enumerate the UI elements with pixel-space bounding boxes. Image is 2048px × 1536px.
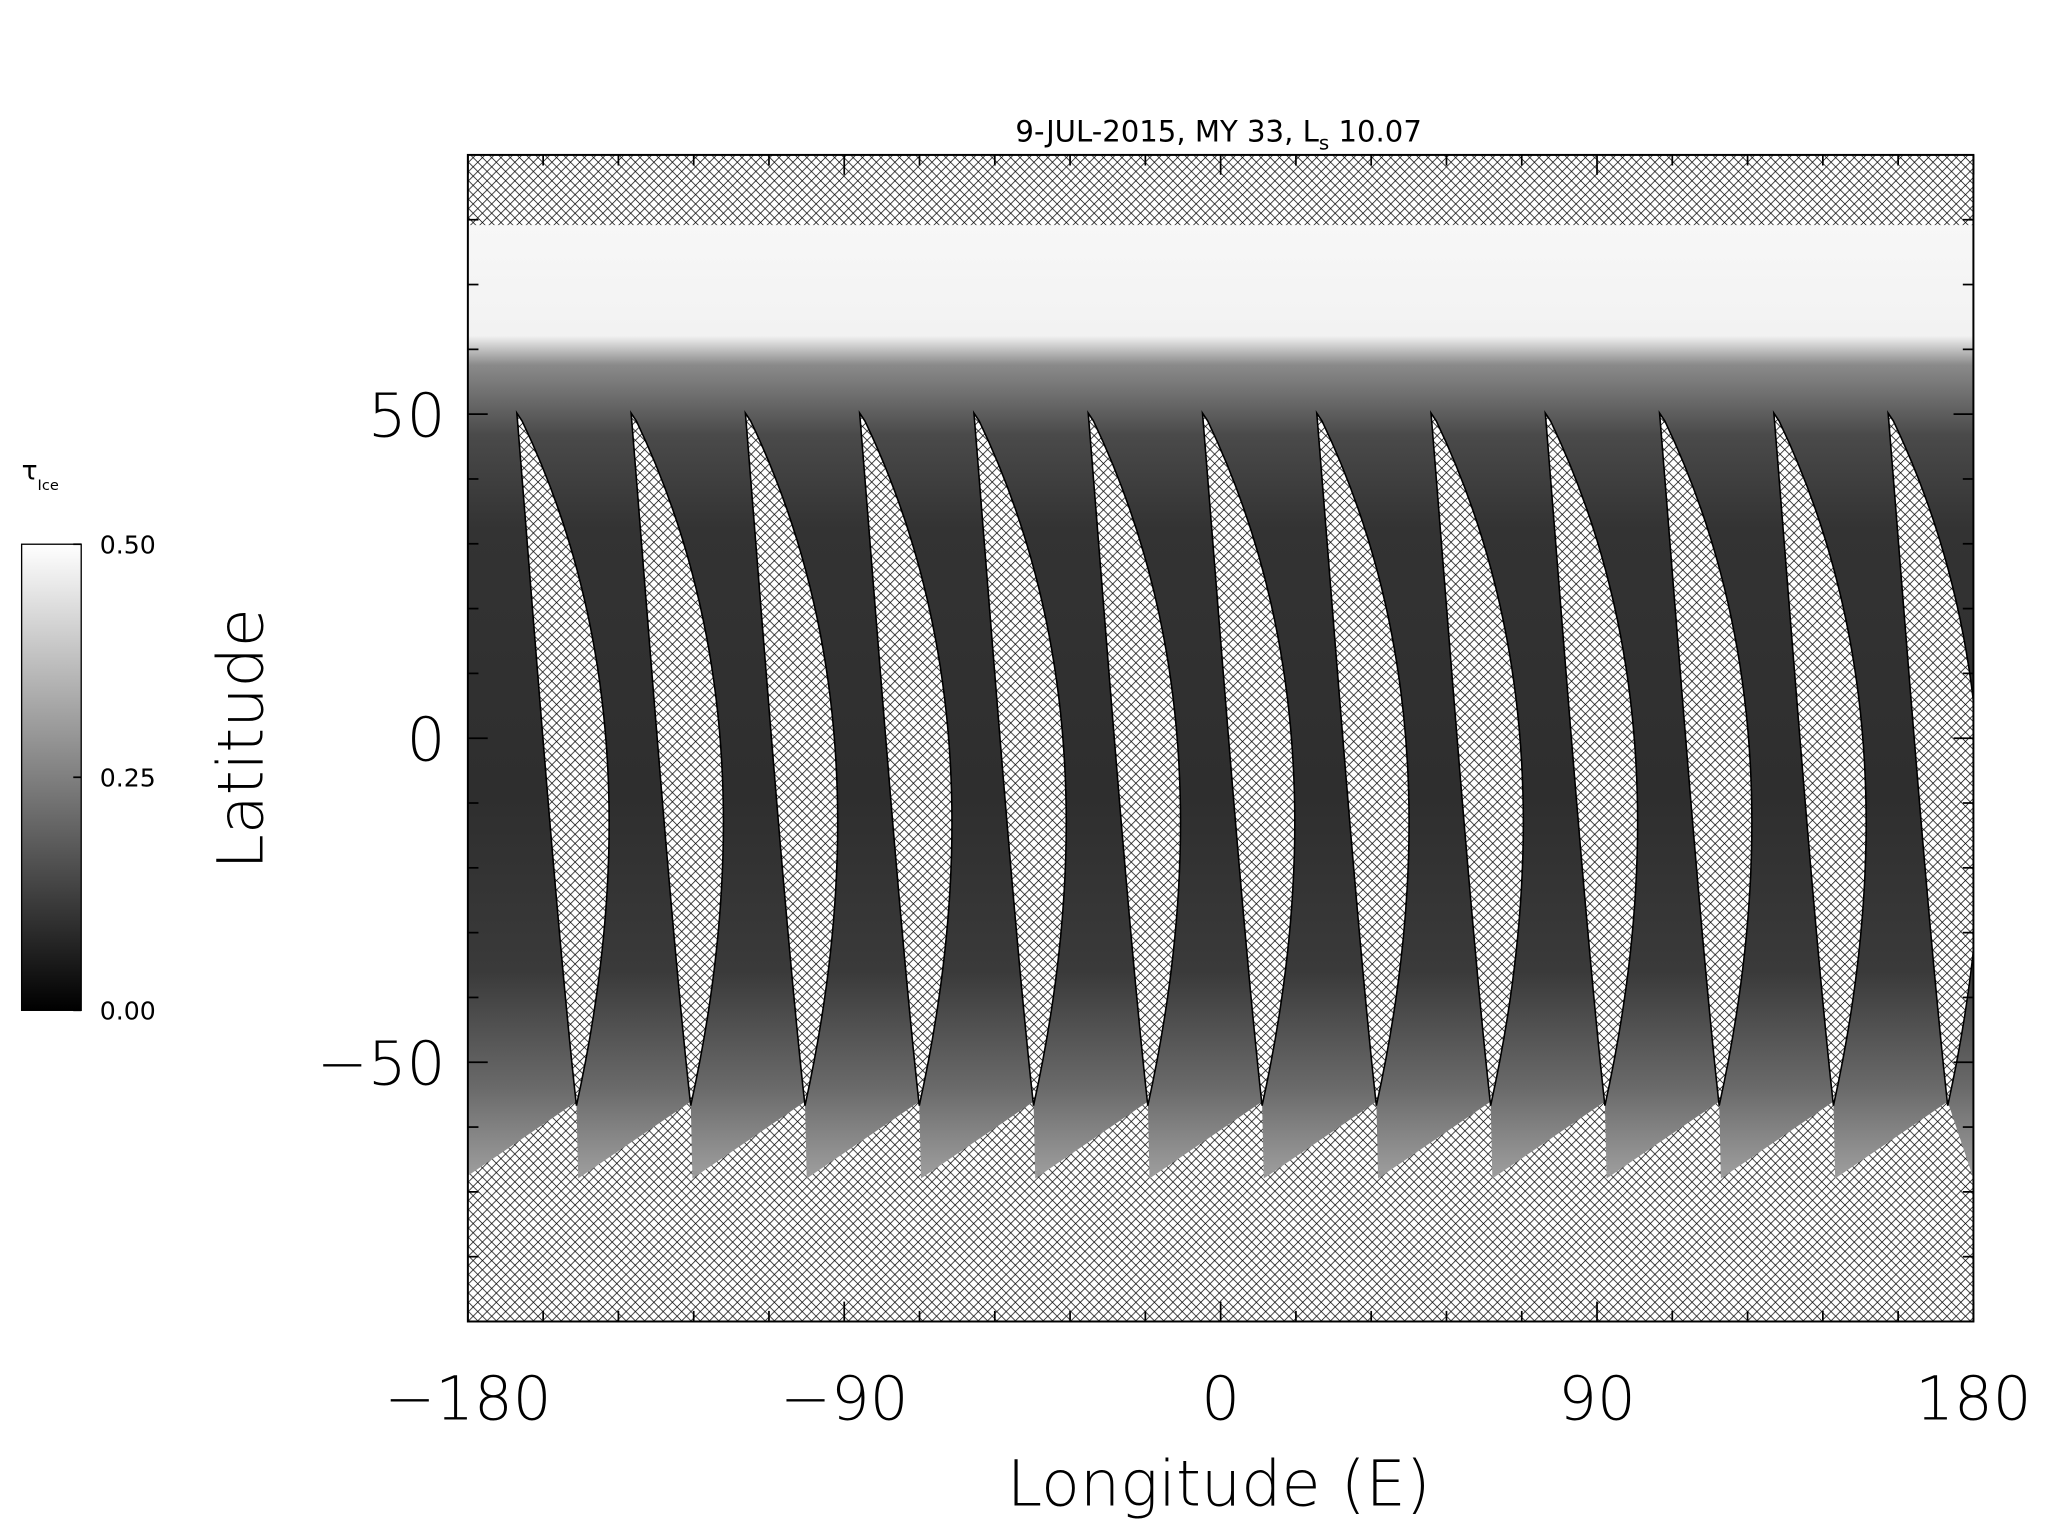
orbit-gap <box>1087 410 1182 1106</box>
orbit-gap <box>1658 410 1753 1106</box>
y-tick-label: −50 <box>317 1029 446 1100</box>
axes: −180 −90 0 90 180 −50 0 50 <box>317 154 2032 1434</box>
y-tick-label: 50 <box>368 381 446 452</box>
orbit-gap <box>515 410 610 1106</box>
orbit-gap <box>1772 410 1867 1106</box>
orbit-gap <box>858 410 953 1106</box>
x-tick-label: 0 <box>1201 1363 1240 1434</box>
colorbar-tick-label: 0.50 <box>100 530 156 559</box>
orbit-gap <box>972 410 1068 1106</box>
orbit-gap <box>1315 410 1410 1106</box>
chart-title: 9-JUL-2015, MY 33, Ls 10.07 <box>1015 115 1421 155</box>
title-subscript: s <box>1319 132 1329 155</box>
title-text: 10.07 <box>1329 115 1422 149</box>
x-tick-label: 90 <box>1558 1363 1636 1434</box>
colorbar-label: τIce <box>22 455 59 494</box>
x-tick-label: 180 <box>1915 1363 2031 1434</box>
x-tick-label: −180 <box>384 1363 551 1434</box>
colorbar-tick-label: 0.25 <box>100 764 156 793</box>
orbit-gap <box>1887 410 1974 1106</box>
colorbar <box>20 543 82 1011</box>
colorbar-subscript: Ice <box>38 477 59 494</box>
y-axis-label: Latitude <box>204 608 278 870</box>
map-area <box>467 154 1974 1322</box>
orbit-gap <box>1201 410 1296 1106</box>
title-text: 9-JUL-2015, MY 33, L <box>1015 115 1319 149</box>
x-axis-label: Longitude (E) <box>1007 1447 1431 1521</box>
orbit-gap <box>1544 410 1639 1106</box>
orbit-gap <box>744 410 839 1106</box>
orbit-gap <box>630 410 725 1106</box>
colorbar-tick-label: 0.00 <box>100 997 156 1026</box>
colorbar-symbol: τ <box>22 455 38 486</box>
orbit-gap <box>1430 410 1525 1106</box>
x-tick-label: −90 <box>780 1363 909 1434</box>
y-tick-label: 0 <box>407 705 446 776</box>
